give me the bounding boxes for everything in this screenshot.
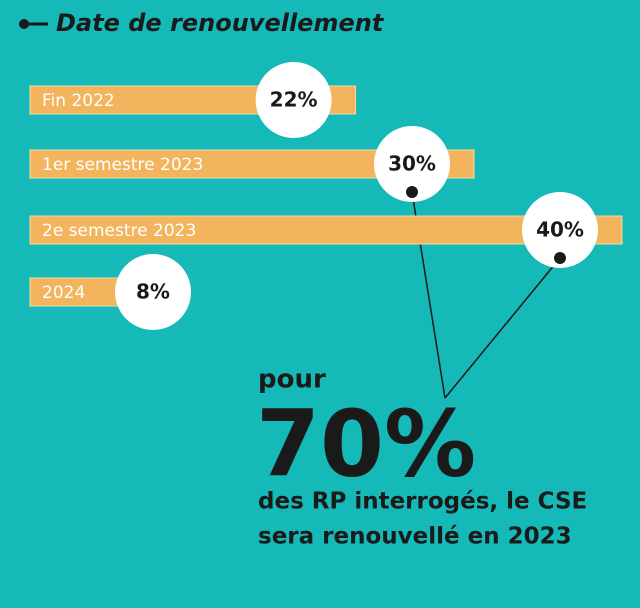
connector-dot <box>406 186 418 198</box>
annotation: pour <box>258 365 326 395</box>
value-label: 30% <box>388 152 436 176</box>
bars: Fin 2022 22% 1er semestre 2023 30% 2e semest… <box>29 62 623 330</box>
category-label: 2e semestre 2023 <box>42 221 196 241</box>
annotation: des RP interrogés, le CSE <box>258 489 587 515</box>
category-label: 2024 <box>42 283 85 303</box>
value-label: 22% <box>270 88 318 112</box>
annotation-big: 70% <box>256 390 476 497</box>
value-badge <box>522 192 598 268</box>
value-label: 8% <box>136 280 170 304</box>
value-badge <box>115 254 191 330</box>
chart-title: Date de renouvellement <box>56 9 385 37</box>
annotation: sera renouvellé en 2023 <box>258 524 572 550</box>
value-label: 40% <box>536 218 584 242</box>
connector-dot <box>554 252 566 264</box>
value-badge <box>374 126 450 202</box>
category-label: 1er semestre 2023 <box>42 155 203 175</box>
category-label: Fin 2022 <box>42 91 115 111</box>
value-badge <box>255 62 332 138</box>
connector <box>444 257 561 399</box>
